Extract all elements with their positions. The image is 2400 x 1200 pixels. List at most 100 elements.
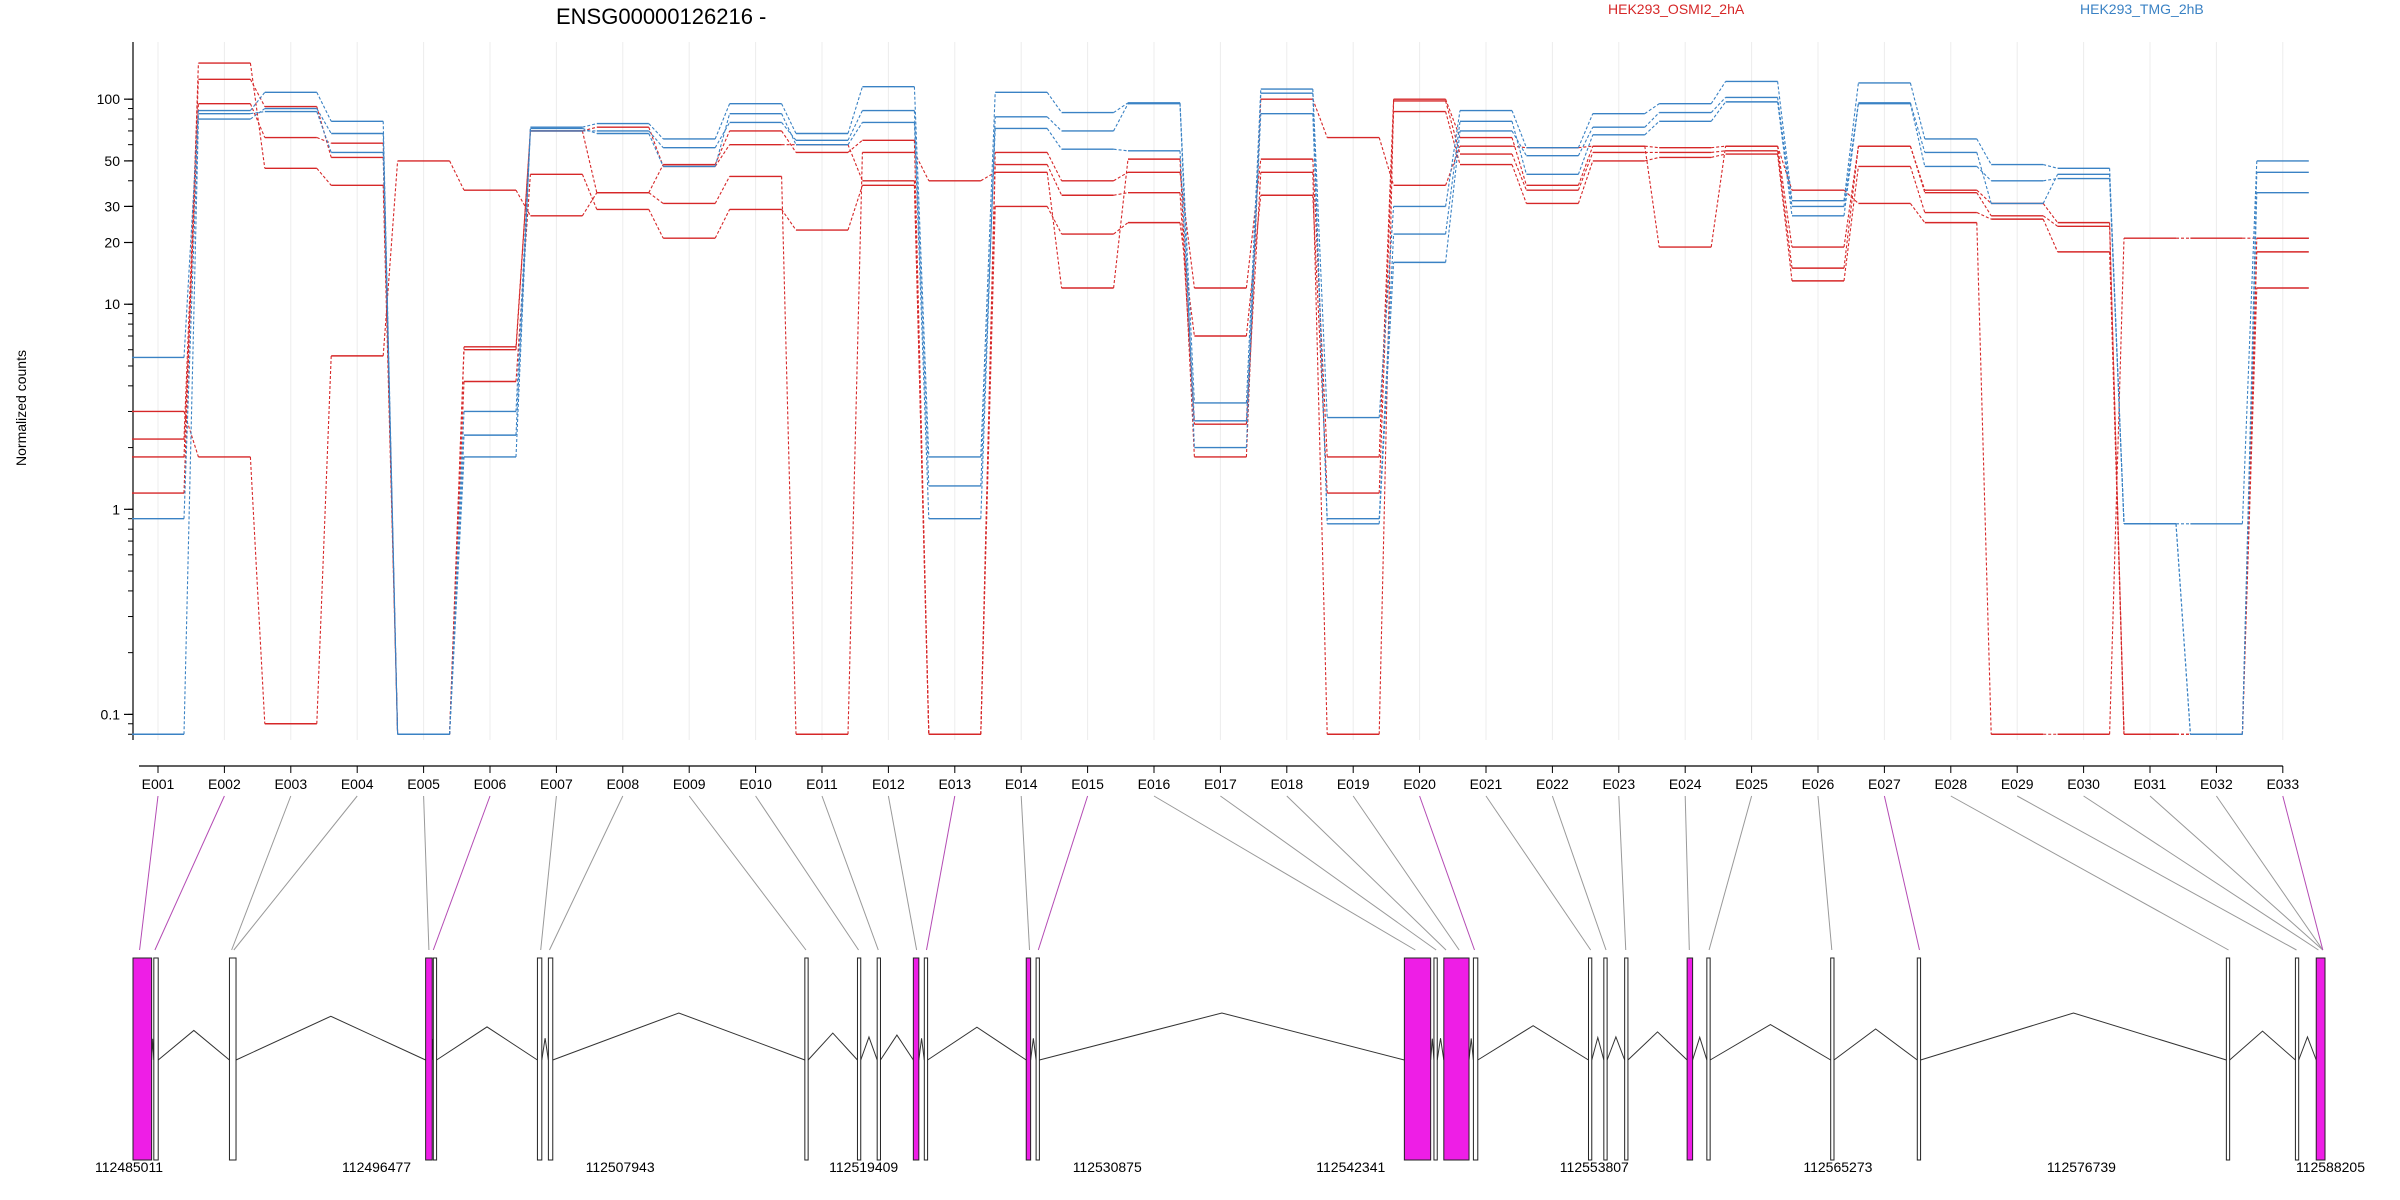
x-tick-label: E018 bbox=[1270, 776, 1303, 792]
series-connector bbox=[1976, 138, 1992, 165]
series-connector bbox=[1777, 150, 1793, 269]
series-connector bbox=[980, 116, 996, 519]
series-connector bbox=[781, 113, 797, 145]
x-tick-label: E003 bbox=[274, 776, 307, 792]
exon-connector bbox=[1684, 795, 1690, 951]
series-connector bbox=[1179, 192, 1195, 425]
x-gridlines bbox=[157, 42, 2284, 740]
exon-connector bbox=[1286, 795, 1447, 951]
series-connector bbox=[449, 346, 465, 735]
series-connector bbox=[1644, 146, 1660, 248]
exon-box bbox=[912, 957, 920, 1161]
intron-line bbox=[1627, 1031, 1688, 1061]
series-connector bbox=[980, 171, 996, 182]
series-connector bbox=[1445, 121, 1461, 235]
series-connector bbox=[249, 79, 266, 107]
series-connector bbox=[2109, 222, 2125, 735]
series-connector bbox=[781, 103, 797, 134]
series-connector bbox=[1378, 100, 1395, 735]
exon-box bbox=[1916, 957, 1922, 1161]
intron-line bbox=[927, 1026, 1027, 1061]
series-connector bbox=[2109, 174, 2125, 524]
series-connector bbox=[1843, 103, 1859, 216]
series-connector bbox=[648, 164, 664, 193]
series-connector bbox=[183, 79, 199, 440]
series-connector bbox=[1312, 172, 1328, 735]
series-connector bbox=[1113, 222, 1129, 235]
series-connector bbox=[648, 209, 664, 239]
genomic-axis: 112485011 112496477 112507943 112519409 1125… bbox=[95, 1159, 2365, 1175]
series-connector bbox=[1710, 97, 1726, 113]
series-connector bbox=[1577, 113, 1594, 148]
exon-connector bbox=[1708, 795, 1753, 951]
exon-connector bbox=[2149, 795, 2324, 951]
exon-connector bbox=[2282, 795, 2324, 951]
genomic-tick-label: 112496477 bbox=[342, 1159, 411, 1175]
exon-connector bbox=[1551, 795, 1607, 951]
intron-line bbox=[1591, 1035, 1605, 1061]
series-connector bbox=[515, 130, 531, 347]
exon-connector bbox=[926, 795, 956, 951]
exon-box bbox=[153, 957, 159, 1161]
intron-line bbox=[2298, 1035, 2317, 1061]
series-connector bbox=[1046, 152, 1063, 182]
x-tick-label: E024 bbox=[1669, 776, 1702, 792]
series-connector bbox=[183, 110, 199, 358]
x-tick-label: E025 bbox=[1735, 776, 1768, 792]
x-tick-label: E007 bbox=[540, 776, 573, 792]
exon-box bbox=[425, 957, 433, 1161]
series-connector bbox=[781, 209, 797, 231]
x-tick-label: E014 bbox=[1005, 776, 1038, 792]
series-connector bbox=[1378, 262, 1395, 524]
intron-line bbox=[235, 1015, 426, 1061]
series-connector bbox=[1777, 145, 1793, 191]
x-tick-label: E023 bbox=[1602, 776, 1635, 792]
x-tick-label: E002 bbox=[208, 776, 241, 792]
exon-connector bbox=[887, 795, 918, 951]
series-connector bbox=[1976, 192, 1992, 217]
x-tick-label: E022 bbox=[1536, 776, 1569, 792]
series-connector bbox=[913, 110, 930, 486]
series-connector bbox=[1511, 137, 1527, 186]
series-connector bbox=[1113, 159, 1129, 289]
series-connector bbox=[316, 137, 332, 144]
series-connector bbox=[1777, 146, 1793, 248]
series-connector bbox=[1245, 159, 1262, 289]
exon-connector bbox=[139, 795, 159, 951]
series-connector bbox=[249, 103, 266, 138]
series-connector bbox=[382, 160, 399, 356]
series-connector bbox=[582, 127, 597, 135]
series-5 bbox=[132, 80, 2309, 735]
series-connector bbox=[1046, 172, 1063, 289]
x-tick-label: E030 bbox=[2067, 776, 2100, 792]
x-tick-label: E011 bbox=[806, 776, 838, 792]
x-tick-label: E033 bbox=[2266, 776, 2299, 792]
series-connector bbox=[1578, 145, 1593, 149]
series-connector bbox=[2042, 218, 2059, 253]
intron-line bbox=[541, 1038, 549, 1061]
series-connector bbox=[1777, 101, 1793, 216]
exon-box bbox=[432, 957, 438, 1161]
series-connector bbox=[1976, 222, 1992, 735]
series-connector bbox=[1644, 103, 1660, 115]
x-tick-label: E012 bbox=[872, 776, 905, 792]
exon-box bbox=[1706, 957, 1711, 1161]
intron-line bbox=[1436, 1038, 1445, 1061]
exon-box bbox=[1472, 957, 1479, 1161]
series-connector bbox=[648, 133, 664, 167]
x-tick-label: E006 bbox=[474, 776, 507, 792]
x-axis: E001 E002 E003 E004 E005 E006 E007 E008 E009 E010… bbox=[139, 765, 2299, 792]
intron-line bbox=[807, 1032, 858, 1061]
series-connector bbox=[449, 160, 465, 191]
series-connector bbox=[382, 133, 399, 735]
exon-box bbox=[1433, 957, 1438, 1161]
exon-connector bbox=[1020, 795, 1031, 951]
series-connector bbox=[1909, 103, 1926, 167]
series-connector bbox=[1976, 166, 1992, 182]
exon-connector bbox=[755, 795, 859, 951]
series-connector bbox=[1577, 160, 1594, 204]
series-connector bbox=[250, 108, 266, 120]
series-connector bbox=[249, 62, 266, 169]
series-connector bbox=[183, 411, 199, 458]
intron-line bbox=[918, 1038, 925, 1061]
